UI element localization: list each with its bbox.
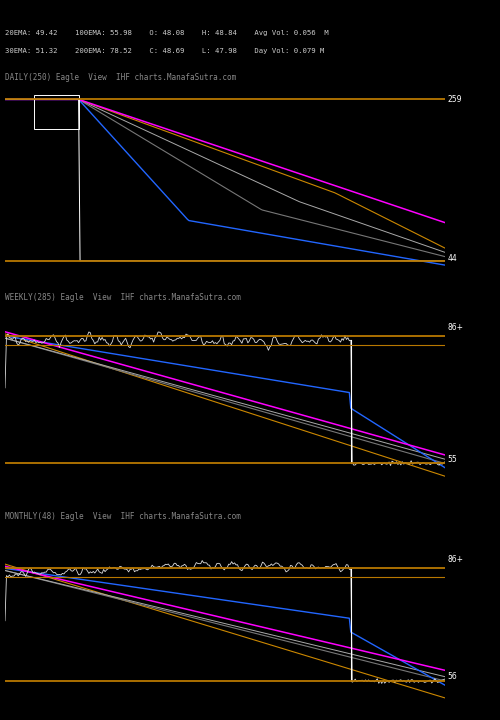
Text: 55: 55 (448, 455, 457, 464)
Text: 30EMA: 51.32    200EMA: 78.52    C: 48.69    L: 47.98    Day Vol: 0.079 M: 30EMA: 51.32 200EMA: 78.52 C: 48.69 L: 4… (5, 48, 324, 54)
Text: MONTHLY(48) Eagle  View  IHF charts.ManafaSutra.com: MONTHLY(48) Eagle View IHF charts.Manafa… (5, 513, 241, 521)
Bar (34, 95, 78, 129)
Text: DAILY(250) Eagle  View  IHF charts.ManafaSutra.com: DAILY(250) Eagle View IHF charts.ManafaS… (5, 73, 236, 82)
Text: WEEKLY(285) Eagle  View  IHF charts.ManafaSutra.com: WEEKLY(285) Eagle View IHF charts.Manafa… (5, 293, 241, 302)
Text: 259: 259 (448, 95, 462, 104)
Text: 56: 56 (448, 672, 457, 681)
Text: 86+: 86+ (448, 323, 464, 332)
Text: 86+: 86+ (448, 555, 464, 564)
Text: 44: 44 (448, 254, 457, 264)
Text: 20EMA: 49.42    100EMA: 55.98    O: 48.08    H: 48.84    Avg Vol: 0.056  M: 20EMA: 49.42 100EMA: 55.98 O: 48.08 H: 4… (5, 30, 329, 36)
